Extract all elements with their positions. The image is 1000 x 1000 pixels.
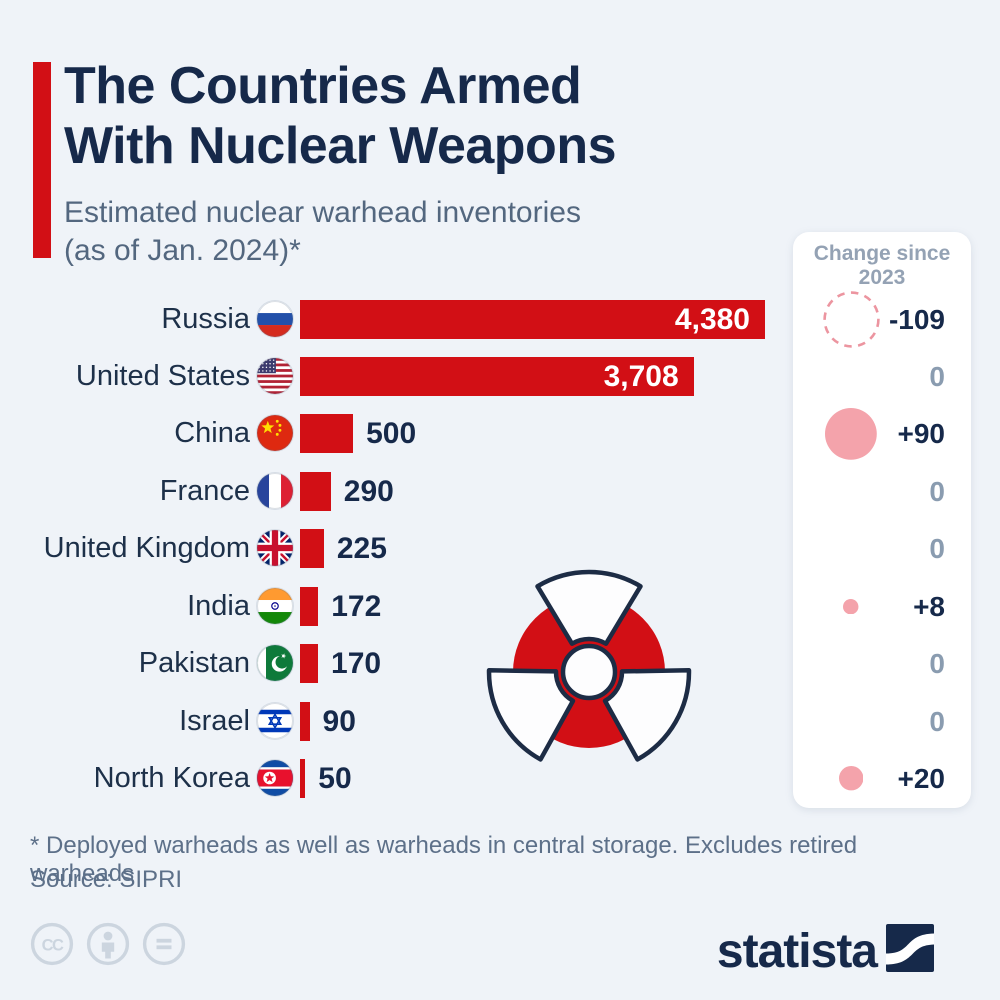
change-panel-header-line-1: Change since bbox=[813, 242, 951, 265]
radiation-symbol-icon bbox=[479, 562, 699, 787]
change-value-label: 0 bbox=[929, 648, 945, 680]
change-value-label: +90 bbox=[897, 418, 946, 450]
value-label: 500 bbox=[366, 417, 417, 451]
country-label: United States bbox=[75, 359, 250, 392]
value-label: 170 bbox=[331, 647, 382, 681]
value-label: 290 bbox=[343, 474, 394, 508]
flag-pakistan-icon bbox=[257, 645, 293, 682]
value-bar bbox=[300, 529, 324, 569]
chart-row-china: China 500 +90 bbox=[0, 408, 1000, 460]
chart-row-russia: Russia 4,380 -109 bbox=[0, 290, 1000, 348]
flag-france-icon bbox=[257, 472, 293, 509]
page-title: The Countries Armed With Nuclear Weapons bbox=[64, 56, 824, 176]
flag-united-states-icon bbox=[257, 357, 293, 394]
change-value-label: +20 bbox=[897, 763, 946, 795]
country-label: France bbox=[159, 474, 250, 507]
country-label: China bbox=[174, 417, 250, 450]
flag-north-korea-icon bbox=[257, 760, 293, 797]
value-label: 225 bbox=[336, 532, 387, 566]
change-value-label: +8 bbox=[913, 590, 945, 622]
country-label: India bbox=[187, 589, 250, 622]
value-label: 172 bbox=[331, 589, 382, 623]
chart-row-united-kingdom: United Kingdom 225 0 bbox=[0, 529, 1000, 569]
country-label: Russia bbox=[161, 302, 250, 335]
title-accent-bar bbox=[33, 62, 51, 258]
value-label: 90 bbox=[322, 704, 356, 738]
value-label: 4,380 bbox=[674, 302, 750, 336]
chart-row-north-korea: North Korea 50 +20 bbox=[0, 759, 1000, 799]
change-decrease-circle-icon bbox=[822, 290, 880, 348]
cc-no-derivatives-icon[interactable] bbox=[141, 921, 187, 967]
subtitle-line-1: Estimated nuclear warhead inventories bbox=[64, 196, 581, 229]
chart-row-pakistan: Pakistan 170 0 bbox=[0, 644, 1000, 684]
country-label: United Kingdom bbox=[43, 532, 250, 565]
value-bar bbox=[300, 299, 765, 339]
flag-russia-icon bbox=[257, 300, 293, 337]
value-label: 50 bbox=[318, 762, 352, 796]
creative-commons-license-icons[interactable]: CC bbox=[29, 921, 209, 967]
flag-china-icon bbox=[257, 415, 293, 452]
statista-logo-icon bbox=[886, 924, 934, 977]
value-bar bbox=[300, 586, 319, 626]
change-value-label: 0 bbox=[929, 475, 945, 507]
flag-india-icon bbox=[257, 587, 293, 624]
flag-israel-icon bbox=[257, 702, 293, 739]
footnote: * Deployed warheads as well as warheads … bbox=[30, 832, 858, 887]
change-value-label: -109 bbox=[888, 303, 945, 335]
value-bar bbox=[300, 471, 331, 511]
change-increase-circle-icon bbox=[838, 766, 864, 791]
chart-row-united-states: United States 3,708 0 bbox=[0, 356, 1000, 396]
flag-united-kingdom-icon bbox=[257, 530, 293, 567]
cc-attribution-icon[interactable] bbox=[85, 921, 131, 967]
chart-row-france: France 290 0 bbox=[0, 471, 1000, 511]
value-bar bbox=[300, 414, 354, 454]
country-label: North Korea bbox=[93, 762, 250, 795]
title-line-2: With Nuclear Weapons bbox=[64, 117, 617, 175]
value-bar bbox=[300, 759, 306, 799]
change-value-label: 0 bbox=[929, 360, 945, 392]
value-bar bbox=[300, 356, 694, 396]
change-increase-circle-icon bbox=[843, 598, 859, 614]
svg-text:CC: CC bbox=[42, 937, 64, 955]
statista-wordmark: statista bbox=[716, 925, 878, 978]
chart-row-israel: Israel 90 0 bbox=[0, 701, 1000, 741]
chart-row-india: India 172 +8 bbox=[0, 586, 1000, 626]
country-label: Pakistan bbox=[138, 647, 250, 680]
change-panel-header-line-2: 2023 bbox=[858, 266, 906, 289]
value-bar bbox=[300, 701, 310, 741]
change-since-2023-panel: Change since 2023 bbox=[793, 232, 971, 808]
change-increase-circle-icon bbox=[825, 408, 877, 460]
value-bar bbox=[300, 644, 318, 684]
page-subtitle: Estimated nuclear warhead inventories (a… bbox=[64, 194, 784, 270]
source-label: Source: SIPRI bbox=[30, 866, 183, 893]
change-value-label: 0 bbox=[929, 705, 945, 737]
change-panel-header: Change since 2023 bbox=[793, 242, 971, 290]
title-line-1: The Countries Armed bbox=[64, 57, 582, 115]
country-label: Israel bbox=[179, 704, 250, 737]
subtitle-line-2: (as of Jan. 2024)* bbox=[64, 234, 301, 267]
value-label: 3,708 bbox=[603, 359, 679, 393]
change-value-label: 0 bbox=[929, 533, 945, 565]
cc-icon[interactable]: CC bbox=[29, 921, 75, 967]
